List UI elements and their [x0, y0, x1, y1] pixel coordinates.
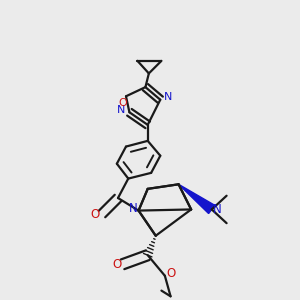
- Text: N: N: [128, 202, 137, 215]
- Polygon shape: [178, 184, 215, 214]
- Text: N: N: [213, 203, 222, 216]
- Text: O: O: [91, 208, 100, 220]
- Text: O: O: [118, 98, 127, 108]
- Text: O: O: [112, 258, 122, 271]
- Text: N: N: [117, 105, 126, 115]
- Text: N: N: [164, 92, 172, 102]
- Text: O: O: [166, 267, 175, 280]
